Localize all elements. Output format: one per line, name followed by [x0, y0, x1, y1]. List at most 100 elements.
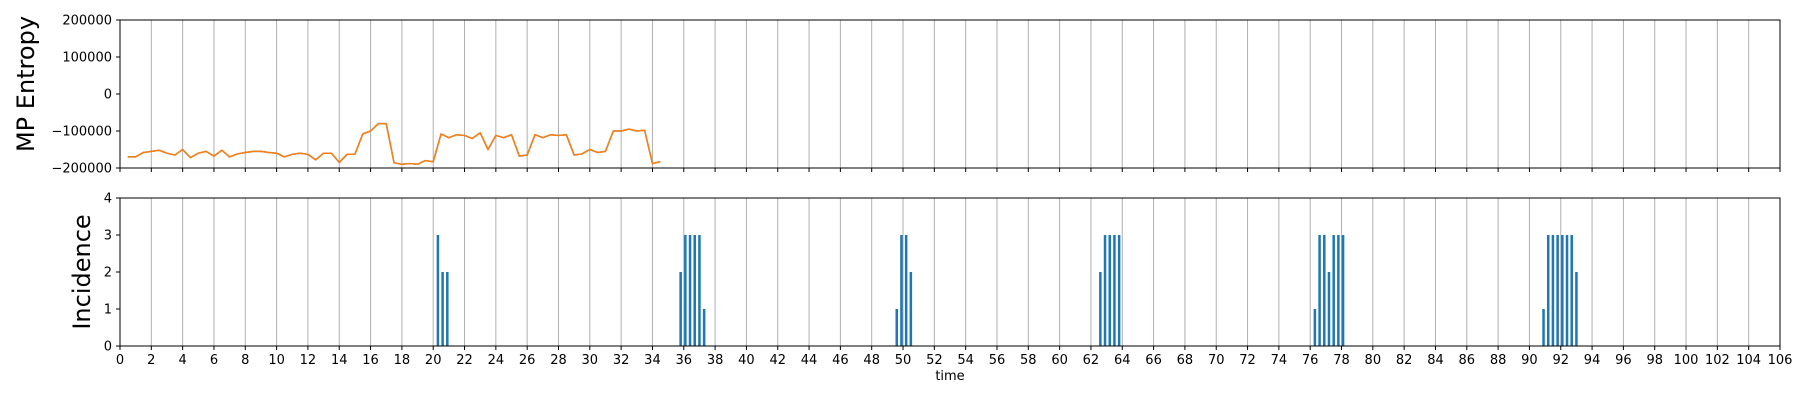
incidence-y-label: Incidence: [68, 214, 96, 329]
incidence-x-tick-label: 62: [1083, 353, 1100, 368]
incidence-x-tick-label: 86: [1459, 353, 1476, 368]
incidence-bar: [1337, 235, 1340, 346]
incidence-bar: [909, 272, 913, 346]
incidence-bar: [1323, 235, 1326, 346]
incidence-x-tick-label: 102: [1705, 353, 1730, 368]
incidence-x-tick-label: 54: [957, 353, 974, 368]
incidence-y-tick-label: 0: [104, 340, 112, 355]
entropy-y-tick-label: 200000: [62, 14, 112, 29]
incidence-x-tick-label: 10: [268, 353, 285, 368]
entropy-plot-frame: [119, 19, 1781, 169]
entropy-clipped-line-series: [127, 122, 661, 166]
incidence-x-tick-label: 46: [832, 353, 849, 368]
incidence-x-tick-label: 0: [116, 353, 124, 368]
incidence-bar: [1556, 235, 1559, 346]
incidence-x-tick-label: 16: [362, 353, 379, 368]
incidence-x-tick-label: 78: [1333, 353, 1350, 368]
entropy-y-tick-label: −100000: [51, 125, 112, 140]
incidence-x-tick-label: 40: [738, 353, 755, 368]
incidence-x-tick-label: 84: [1427, 353, 1444, 368]
incidence-x-tick-label: 28: [550, 353, 567, 368]
incidence-x-tick-label: 2: [147, 353, 155, 368]
incidence-bar: [1551, 235, 1555, 346]
entropy-y-tick-label: 0: [104, 88, 112, 103]
incidence-bar: [904, 235, 908, 346]
incidence-bar: [1570, 235, 1573, 346]
incidence-bar: [1313, 309, 1317, 346]
incidence-x-tick-label: 76: [1302, 353, 1319, 368]
incidence-x-tick-label: 48: [863, 353, 880, 368]
entropy-y-label: MP Entropy: [12, 16, 40, 152]
incidence-x-tick-label: 8: [241, 353, 249, 368]
incidence-x-tick-label: 50: [895, 353, 912, 368]
x-axis-label: time: [935, 369, 964, 384]
incidence-y-tick-label: 1: [104, 303, 112, 318]
incidence-bar: [436, 235, 440, 346]
incidence-x-tick-label: 38: [707, 353, 724, 368]
incidence-x-tick-label: 64: [1114, 353, 1131, 368]
incidence-x-tick-label: 32: [613, 353, 630, 368]
incidence-bar: [1113, 235, 1116, 346]
incidence-x-tick-label: 20: [425, 353, 442, 368]
incidence-x-tick-label: 58: [1020, 353, 1037, 368]
incidence-x-tick-label: 52: [926, 353, 943, 368]
incidence-x-tick-label: 60: [1051, 353, 1068, 368]
incidence-x-tick-label: 68: [1177, 353, 1194, 368]
incidence-bar: [1108, 235, 1111, 346]
entropy-y-tick-label: 100000: [62, 51, 112, 66]
incidence-x-tick-label: 12: [300, 353, 317, 368]
incidence-x-tick-label: 34: [644, 353, 661, 368]
incidence-x-tick-label: 66: [1145, 353, 1162, 368]
incidence-x-tick-label: 22: [456, 353, 473, 368]
incidence-bar: [693, 235, 696, 346]
incidence-bar: [1575, 272, 1578, 346]
incidence-bar: [1318, 235, 1321, 346]
incidence-bar: [1542, 309, 1545, 346]
incidence-x-tick-label: 96: [1615, 353, 1632, 368]
incidence-plot-frame: [119, 197, 1781, 347]
incidence-y-tick-label: 3: [104, 229, 112, 244]
incidence-x-tick-label: 88: [1490, 353, 1507, 368]
incidence-x-tick-label: 98: [1646, 353, 1663, 368]
entropy-line-series: [127, 122, 661, 166]
incidence-bar: [441, 272, 444, 346]
incidence-x-tick-label: 56: [989, 353, 1006, 368]
entropy-y-tick-label: −200000: [51, 162, 112, 177]
incidence-bar: [1561, 235, 1564, 346]
incidence-x-tick-label: 70: [1208, 353, 1225, 368]
incidence-bar: [684, 235, 687, 346]
incidence-x-tick-label: 18: [394, 353, 411, 368]
incidence-bar: [1117, 235, 1121, 346]
incidence-x-tick-label: 6: [210, 353, 218, 368]
incidence-x-tick-label: 92: [1552, 353, 1569, 368]
incidence-y-tick-label: 2: [104, 266, 112, 281]
incidence-x-tick-label: 104: [1736, 353, 1761, 368]
incidence-y-tick-label: 4: [104, 192, 112, 207]
incidence-bar: [698, 235, 701, 346]
incidence-bar: [1103, 235, 1107, 346]
incidence-bar: [1341, 235, 1345, 346]
incidence-bar: [1565, 235, 1569, 346]
incidence-x-tick-label: 106: [1768, 353, 1793, 368]
incidence-x-tick-label: 24: [488, 353, 505, 368]
incidence-x-tick-label: 100: [1674, 353, 1699, 368]
incidence-x-tick-label: 82: [1396, 353, 1413, 368]
incidence-x-tick-label: 30: [582, 353, 599, 368]
incidence-bar: [688, 235, 692, 346]
incidence-bar: [1327, 272, 1331, 346]
entropy-panel: MP Entropy −200000 −100000 0 100000 200000: [12, 14, 1781, 177]
incidence-x-tick-label: 90: [1521, 353, 1538, 368]
incidence-x-tick-label: 44: [801, 353, 818, 368]
incidence-bar: [702, 309, 706, 346]
incidence-x-tick-label: 26: [519, 353, 536, 368]
incidence-x-tick-label: 42: [769, 353, 786, 368]
incidence-bar: [446, 272, 449, 346]
incidence-x-tick-label: 94: [1584, 353, 1601, 368]
incidence-bar: [1099, 272, 1102, 346]
incidence-bar: [1332, 235, 1335, 346]
incidence-x-tick-label: 74: [1271, 353, 1288, 368]
incidence-x-tick-label: 4: [179, 353, 187, 368]
incidence-bar: [900, 235, 903, 346]
incidence-x-tick-label: 36: [676, 353, 693, 368]
